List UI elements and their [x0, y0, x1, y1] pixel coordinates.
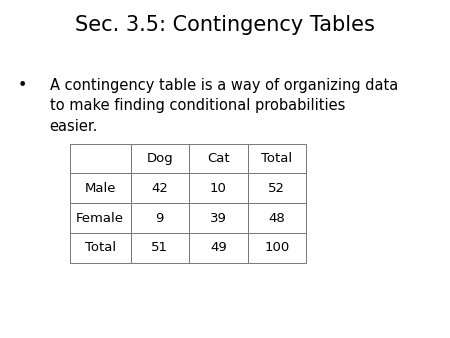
Text: 42: 42 — [151, 182, 168, 195]
Text: Female: Female — [76, 212, 124, 224]
Bar — [130, 203, 189, 233]
Text: 10: 10 — [210, 182, 227, 195]
Text: 51: 51 — [151, 241, 168, 254]
Bar — [70, 144, 130, 173]
Bar — [130, 144, 189, 173]
Text: Total: Total — [261, 152, 292, 165]
Bar — [248, 173, 306, 203]
Bar — [130, 173, 189, 203]
Text: Sec. 3.5: Contingency Tables: Sec. 3.5: Contingency Tables — [75, 15, 375, 35]
Bar — [130, 233, 189, 263]
Text: 48: 48 — [268, 212, 285, 224]
Bar — [189, 233, 248, 263]
Bar — [248, 203, 306, 233]
Text: Total: Total — [85, 241, 116, 254]
Text: 39: 39 — [210, 212, 227, 224]
Bar — [70, 233, 130, 263]
Bar — [70, 203, 130, 233]
Text: Cat: Cat — [207, 152, 230, 165]
Text: A contingency table is a way of organizing data
to make finding conditional prob: A contingency table is a way of organizi… — [50, 78, 398, 134]
Text: •: • — [18, 78, 27, 93]
Bar — [248, 144, 306, 173]
Bar — [189, 144, 248, 173]
Text: 100: 100 — [264, 241, 289, 254]
Bar — [248, 233, 306, 263]
Bar — [70, 173, 130, 203]
Bar — [189, 203, 248, 233]
Text: Male: Male — [85, 182, 116, 195]
Text: Dog: Dog — [146, 152, 173, 165]
Text: 9: 9 — [156, 212, 164, 224]
Bar — [189, 173, 248, 203]
Text: 49: 49 — [210, 241, 227, 254]
Text: 52: 52 — [268, 182, 285, 195]
